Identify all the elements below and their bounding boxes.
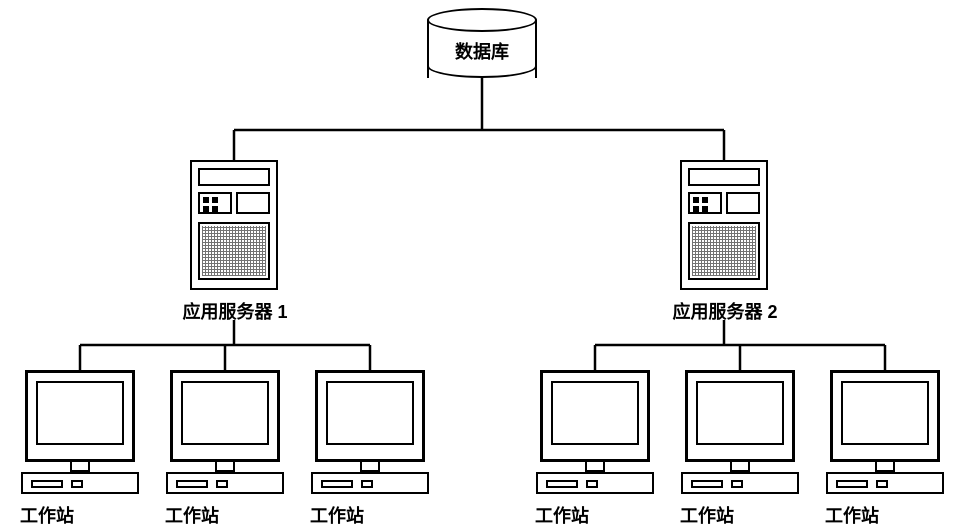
- database-node: 数据库: [427, 8, 537, 78]
- app-server-2-label: 应用服务器 2: [640, 298, 810, 324]
- workstation-label-r1: 工作站: [680, 502, 800, 528]
- workstation-node-r0: [540, 370, 650, 494]
- workstation-node-l2: [315, 370, 425, 494]
- workstation-label-l0: 工作站: [20, 502, 140, 528]
- workstation-label-l1: 工作站: [165, 502, 285, 528]
- workstation-label-r2: 工作站: [825, 502, 945, 528]
- workstation-icon: [830, 370, 940, 494]
- app-server-1-label: 应用服务器 1: [150, 298, 320, 324]
- app-server-1-node: [190, 160, 278, 290]
- database-icon: 数据库: [427, 8, 537, 78]
- workstation-node-r2: [830, 370, 940, 494]
- workstation-icon: [25, 370, 135, 494]
- workstation-icon: [170, 370, 280, 494]
- workstation-label-r0: 工作站: [535, 502, 655, 528]
- database-label: 数据库: [427, 38, 537, 64]
- workstation-icon: [685, 370, 795, 494]
- server-icon: [190, 160, 278, 290]
- workstation-node-l1: [170, 370, 280, 494]
- app-server-2-node: [680, 160, 768, 290]
- network-topology-diagram: 数据库 应用服务器 1: [0, 0, 959, 528]
- workstation-node-l0: [25, 370, 135, 494]
- workstation-icon: [540, 370, 650, 494]
- workstation-node-r1: [685, 370, 795, 494]
- connector-lines: [0, 0, 959, 528]
- workstation-icon: [315, 370, 425, 494]
- server-icon: [680, 160, 768, 290]
- workstation-label-l2: 工作站: [310, 502, 430, 528]
